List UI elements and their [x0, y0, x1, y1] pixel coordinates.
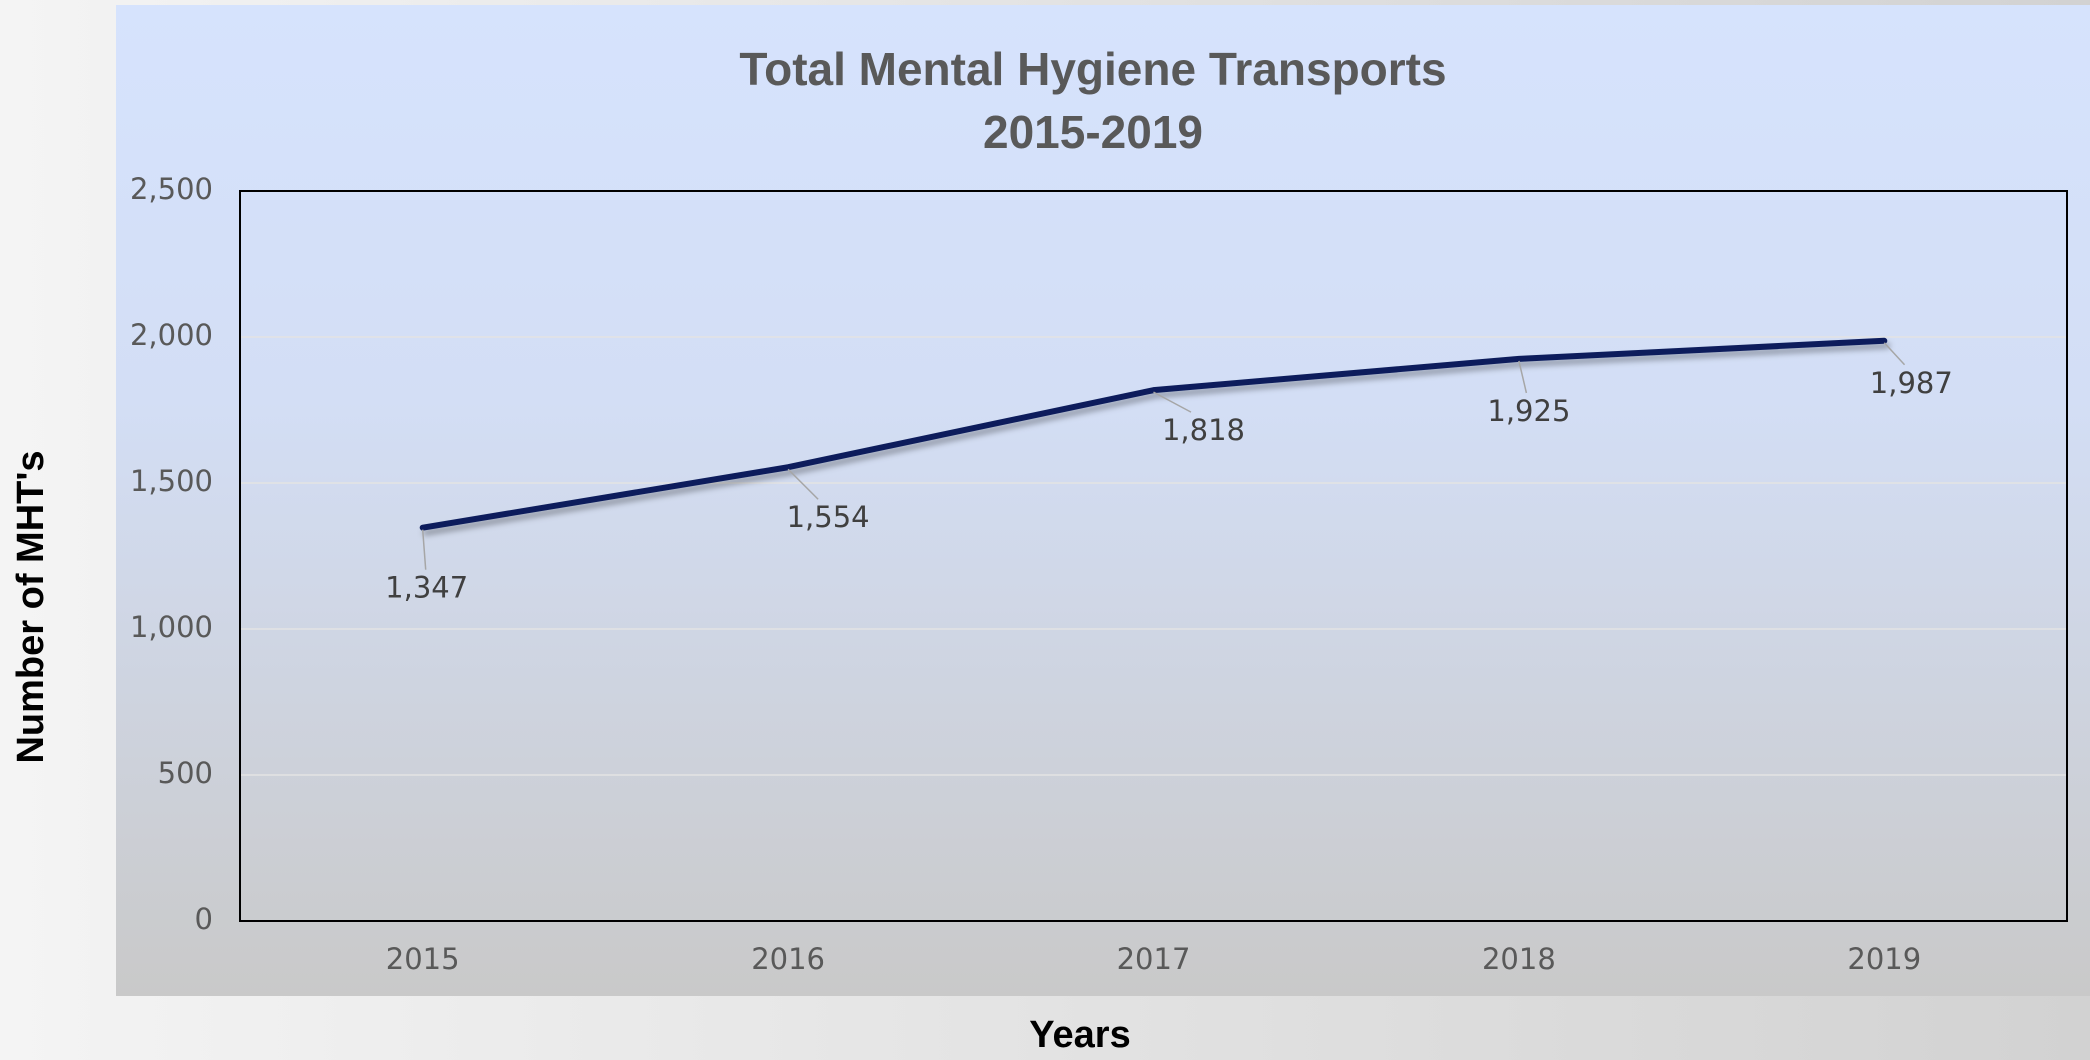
leader-line: [1518, 360, 1528, 394]
data-label: 1,347: [385, 571, 468, 605]
x-tick-label: 2015: [386, 942, 460, 976]
data-label: 1,925: [1487, 394, 1570, 428]
chart-panel: [116, 5, 2090, 996]
data-line: [419, 337, 1888, 531]
data-label: 1,987: [1870, 366, 1953, 400]
y-tick-label: 2,000: [130, 318, 213, 352]
y-axis-label: Number of MHT's: [10, 450, 52, 763]
chart-subtitle: 2015-2019: [983, 106, 1203, 158]
x-axis-label: Years: [1029, 1014, 1130, 1056]
data-label: 1,554: [787, 500, 870, 534]
y-tick-label: 0: [195, 902, 213, 936]
data-label: 1,818: [1162, 413, 1245, 447]
marks: 1,347 1,554 1,818 1,925 1,987: [385, 337, 1953, 605]
leader-line: [1883, 342, 1906, 366]
y-tick-label: 500: [158, 756, 213, 790]
chart-title: Total Mental Hygiene Transports: [739, 43, 1446, 95]
x-tick-label: 2016: [751, 942, 825, 976]
y-tick-label: 2,500: [130, 172, 213, 206]
y-tick-label: 1,000: [130, 610, 213, 644]
leader-line: [1153, 391, 1192, 413]
x-tick-label: 2019: [1847, 942, 1921, 976]
x-tick-label: 2017: [1117, 942, 1191, 976]
leader-line: [421, 529, 427, 570]
y-tick-label: 1,500: [130, 464, 213, 498]
x-tick-label: 2018: [1482, 942, 1556, 976]
leader-line: [787, 468, 819, 500]
plot-frame: [239, 190, 2068, 922]
